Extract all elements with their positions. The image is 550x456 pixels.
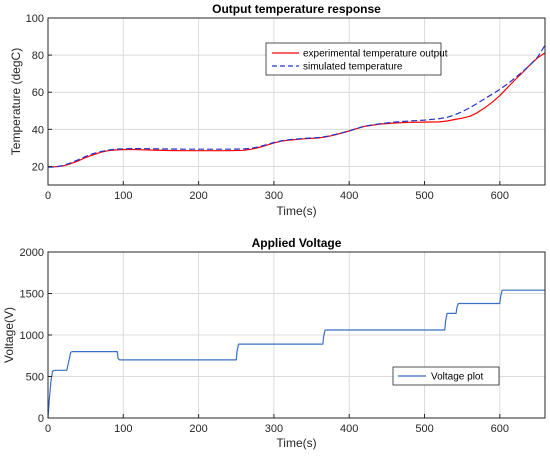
legend-label-experimental: experimental temperature output (303, 49, 448, 60)
temperature-x-tick-label: 200 (189, 190, 207, 202)
voltage-series (47, 289, 545, 419)
temperature-x-ticks: 0 100 200 300 400 500 600 (45, 181, 509, 202)
voltage-y-tick-label: 1000 (20, 330, 44, 342)
voltage-x-tick-label: 300 (265, 423, 283, 435)
temperature-x-tick-label: 400 (340, 190, 358, 202)
temperature-y-axis-label: Temperature (degC) (9, 48, 23, 155)
temperature-series-line-2 (47, 44, 546, 168)
temperature-x-tick-label: 300 (265, 190, 283, 202)
temperature-series (47, 44, 546, 168)
temperature-chart: 0 100 200 300 400 500 600 20 40 60 80 100 Output t… (9, 2, 546, 218)
voltage-x-tick-label: 500 (415, 423, 433, 435)
temperature-y-tick-label: 100 (26, 13, 44, 25)
temperature-legend-box (265, 42, 442, 76)
voltage-y-axis-label: Voltage(V) (2, 307, 16, 363)
voltage-y-tick-label: 500 (26, 372, 44, 384)
voltage-legend-box (392, 366, 500, 386)
legend-label-simulated: simulated temperature (303, 62, 403, 73)
temperature-x-tick-label: 600 (491, 190, 509, 202)
temperature-y-tick-label: 20 (32, 161, 44, 173)
legend-label-voltage: Voltage plot (431, 372, 483, 383)
temperature-y-tick-label: 40 (32, 124, 44, 136)
voltage-y-tick-label: 0 (38, 413, 44, 425)
temperature-y-ticks: 20 40 60 80 100 (26, 13, 52, 173)
temperature-y-tick-label: 80 (32, 50, 44, 62)
voltage-x-tick-label: 400 (340, 423, 358, 435)
temperature-x-tick-label: 500 (415, 190, 433, 202)
voltage-x-tick-label: 0 (45, 423, 51, 435)
voltage-x-tick-label: 100 (114, 423, 132, 435)
temperature-x-axis-label: Time(s) (276, 204, 316, 218)
voltage-x-tick-label: 200 (189, 423, 207, 435)
temperature-y-tick-label: 60 (32, 87, 44, 99)
voltage-y-tick-label: 2000 (20, 247, 44, 259)
voltage-legend: Voltage plot (392, 366, 500, 386)
temperature-x-tick-label: 0 (45, 190, 51, 202)
temperature-x-tick-label: 100 (114, 190, 132, 202)
voltage-x-tick-label: 600 (491, 423, 509, 435)
voltage-chart-title: Applied Voltage (252, 236, 342, 250)
temperature-chart-title: Output temperature response (212, 2, 381, 16)
temperature-legend: experimental temperature output simulate… (265, 42, 448, 76)
voltage-x-axis-label: Time(s) (276, 436, 316, 450)
voltage-chart: 0 100 200 300 400 500 600 0 500 1000 1500 2000 App… (2, 236, 546, 450)
voltage-x-ticks: 0 100 200 300 400 500 600 (45, 414, 509, 435)
voltage-series-line-1 (47, 289, 545, 419)
temperature-series-line-1 (48, 52, 546, 168)
voltage-y-ticks: 0 500 1000 1500 2000 (20, 247, 52, 425)
temperature-plot-frame (47, 17, 546, 186)
voltage-y-tick-label: 1500 (20, 289, 44, 301)
